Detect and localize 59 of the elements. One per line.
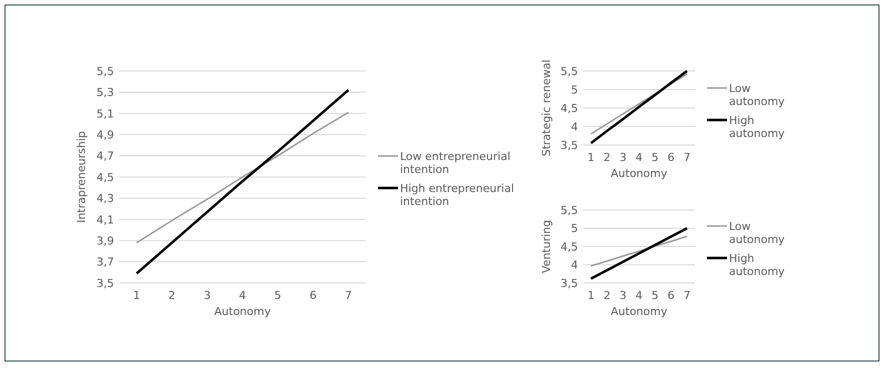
y-axis-title: Intrapreneurship [75,131,88,223]
y-tick-label: 5,5 [560,64,578,78]
y-tick-label: 3,9 [96,234,114,248]
y-tick-label: 5,5 [96,64,114,78]
x-tick-label: 2 [604,151,610,164]
line-series [590,236,688,267]
y-tick-label: 4,9 [96,128,114,142]
legend-label: Low entrepreneurial intention [400,150,510,176]
y-tick-label: 4 [571,258,578,272]
y-tick-label: 4 [571,120,578,134]
x-tick-label: 2 [604,289,610,302]
y-axis-title: Strategic renewal [540,60,553,156]
legend-label: High autonomy [729,114,786,140]
x-tick-label: 4 [239,289,246,302]
line-series [136,112,350,244]
y-tick-label: 3,5 [96,276,114,290]
x-tick-label: 5 [274,289,282,302]
x-axis-title: Autonomy [610,305,668,318]
legend-label: High autonomy [729,252,786,278]
x-tick-label: 6 [310,289,317,302]
x-tick-label: 7 [684,151,690,164]
x-tick-label: 5 [652,289,658,302]
legend-label: Low autonomy [729,220,786,246]
y-tick-label: 5,3 [96,86,114,100]
line-series [590,227,688,280]
y-tick-label: 3,5 [560,276,578,290]
y-tick-label: 4,1 [96,213,114,226]
x-tick-label: 6 [668,289,674,302]
line-series [135,88,350,275]
x-tick-label: 4 [636,289,642,302]
y-tick-label: 3,5 [560,138,578,152]
y-tick-label: 4,5 [96,170,114,184]
x-tick-label: 1 [588,289,594,302]
y-tick-label: 5,1 [96,107,114,120]
y-tick-label: 4,7 [96,150,114,163]
y-tick-label: 5 [571,83,578,96]
x-axis-title: Autonomy [610,167,668,180]
x-tick-label: 1 [133,289,140,302]
y-tick-label: 3,7 [96,256,114,269]
y-tick-label: 5,5 [560,204,578,217]
x-tick-label: 2 [168,289,176,302]
legend-label: High entrepreneurial intention [400,182,514,208]
legend-label: Low autonomy [729,82,786,108]
y-tick-label: 4,5 [560,240,578,254]
x-tick-label: 4 [636,151,642,164]
x-tick-label: 3 [620,151,626,164]
x-tick-label: 3 [620,289,626,302]
x-axis-title: Autonomy [214,305,272,318]
y-tick-label: 4,5 [560,102,578,115]
y-tick-label: 4,3 [96,192,114,206]
x-tick-label: 3 [204,289,211,302]
x-tick-label: 1 [588,151,594,164]
x-tick-label: 7 [344,289,352,302]
x-tick-label: 7 [684,289,690,302]
line-series [590,70,688,144]
x-tick-label: 5 [652,151,658,164]
y-tick-label: 5 [571,222,578,236]
x-tick-label: 6 [668,151,674,164]
y-axis-title: Venturing [540,220,553,274]
